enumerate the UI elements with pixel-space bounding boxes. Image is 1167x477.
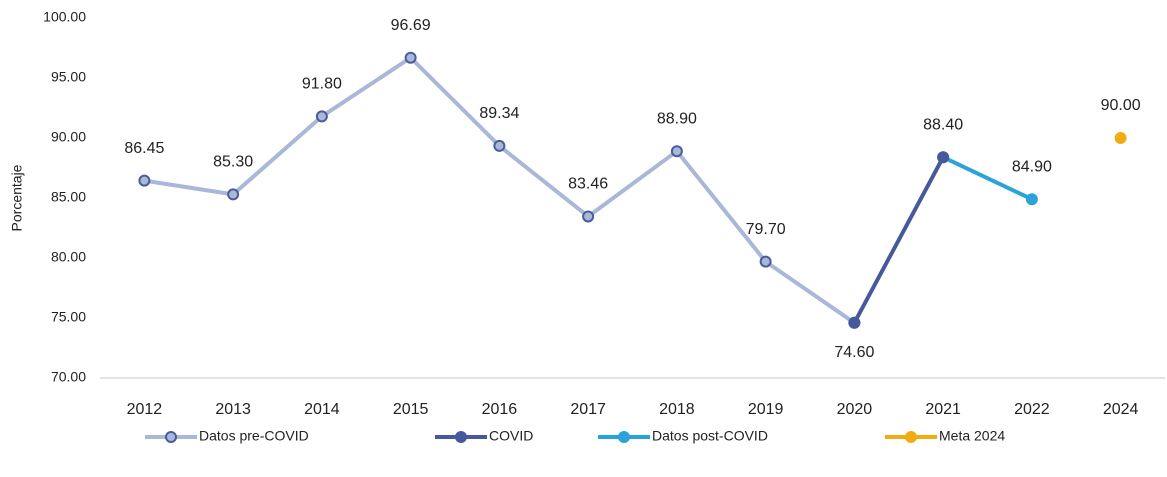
data-label: 89.34: [479, 105, 519, 122]
marker: [1114, 132, 1127, 144]
x-tick-label: 2018: [659, 401, 695, 418]
legend-marker: [455, 431, 467, 443]
data-label: 84.90: [1012, 158, 1052, 175]
y-tick-label: 95.00: [51, 69, 86, 85]
series-line: [942, 155, 1033, 202]
x-tick-label: 2019: [748, 401, 784, 418]
data-label: 74.60: [834, 344, 874, 361]
x-tick-label: 2017: [570, 401, 606, 418]
marker: [1025, 193, 1038, 206]
y-tick-label: 75.00: [51, 309, 86, 325]
marker: [670, 145, 683, 158]
y-tick-label: 90.00: [51, 129, 86, 145]
marker: [138, 174, 151, 187]
legend-label: Meta 2024: [939, 428, 1005, 444]
y-tick-label: 100.00: [43, 9, 86, 25]
marker: [493, 139, 506, 152]
legend-label: Datos post-COVID: [652, 428, 768, 444]
x-tick-label: 2021: [925, 401, 961, 418]
data-label: 91.80: [302, 76, 342, 93]
data-label: 85.30: [213, 154, 253, 171]
data-label: 83.46: [568, 176, 608, 193]
x-tick-label: 2016: [482, 401, 518, 418]
legend-marker: [905, 431, 917, 443]
legend-marker: [165, 431, 177, 443]
data-label: 88.90: [657, 110, 697, 127]
marker: [582, 210, 595, 223]
legend-marker: [618, 431, 630, 443]
legend-label: Datos pre-COVID: [199, 428, 309, 444]
marker: [848, 316, 861, 329]
legend-label: COVID: [489, 428, 533, 444]
data-label: 90.00: [1101, 97, 1141, 114]
series-line: [144, 55, 856, 325]
data-label: 88.40: [923, 116, 963, 133]
x-tick-label: 2013: [215, 401, 251, 418]
marker: [937, 151, 950, 164]
y-axis-label: Porcentaje: [9, 164, 25, 231]
data-label: 86.45: [124, 140, 164, 157]
x-tick-label: 2024: [1103, 401, 1139, 418]
marker: [759, 255, 772, 268]
y-tick-label: 85.00: [51, 189, 86, 205]
y-tick-label: 70.00: [51, 369, 86, 385]
series-line: [852, 156, 945, 324]
y-tick-label: 80.00: [51, 249, 86, 265]
x-tick-label: 2014: [304, 401, 340, 418]
marker: [315, 110, 328, 123]
marker: [227, 188, 240, 201]
x-tick-label: 2012: [127, 401, 163, 418]
data-label: 96.69: [391, 17, 431, 34]
data-label: 79.70: [746, 221, 786, 238]
x-tick-label: 2015: [393, 401, 429, 418]
x-tick-label: 2022: [1014, 401, 1050, 418]
x-tick-label: 2020: [837, 401, 873, 418]
marker: [404, 51, 417, 64]
